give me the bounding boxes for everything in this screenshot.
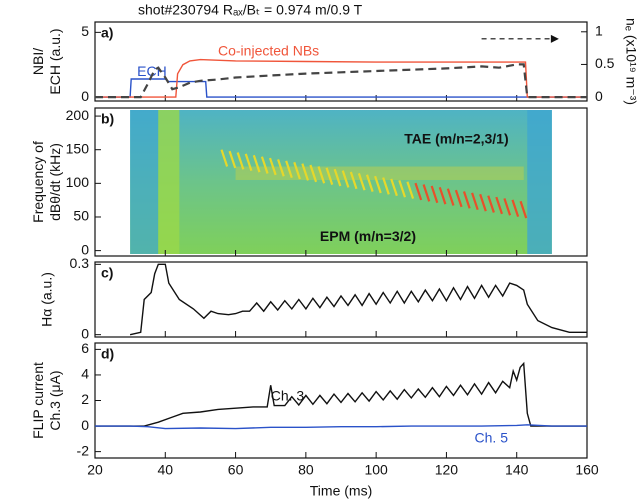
- spectrogram-edge: [130, 110, 159, 254]
- tae-band: [235, 166, 524, 180]
- mode-streak: [414, 182, 423, 201]
- x-axis-label: Time (ms): [310, 483, 372, 499]
- mode-streak: [430, 185, 439, 204]
- mode-streak: [277, 159, 285, 177]
- mode-streak: [479, 193, 487, 212]
- y-tick-label: 150: [66, 140, 90, 156]
- y-tick-label: -2: [77, 442, 90, 458]
- y-tick-label: 0: [81, 417, 89, 433]
- y-tick-label: 6: [81, 340, 89, 356]
- y-tick-label: 0: [81, 241, 89, 257]
- x-tick-label: 60: [228, 462, 244, 478]
- y-tick-label: 50: [73, 208, 89, 224]
- mode-streak: [471, 192, 479, 211]
- mode-streak: [382, 177, 390, 195]
- y-axis-label: dBθ/dt (kHz): [47, 143, 63, 221]
- mode-streak: [333, 168, 342, 187]
- y-tick-label: 100: [66, 174, 90, 190]
- y-tick-label: 0: [81, 325, 89, 341]
- mode-streak: [495, 196, 503, 215]
- y-axis-label: ECH (a.u.): [47, 28, 63, 94]
- mode-streak: [349, 171, 358, 190]
- series-line: [95, 424, 587, 430]
- y-tick-label: 5: [81, 23, 89, 39]
- mode-streak: [390, 178, 398, 197]
- mode-streak: [503, 198, 512, 216]
- panel-label: a): [101, 25, 113, 41]
- mode-streak: [365, 174, 374, 192]
- mode-streak: [519, 200, 528, 219]
- mode-streak: [374, 175, 382, 194]
- plot-frame: [94, 261, 588, 338]
- x-tick-label: 140: [505, 462, 529, 478]
- chart-title: shot#230794 Rₐₓ/Bₜ = 0.974 m/0.9 T: [138, 2, 363, 18]
- mode-streak: [406, 181, 415, 199]
- mode-streak: [260, 156, 269, 174]
- series-line: [129, 263, 587, 336]
- x-tick-label: 20: [87, 462, 103, 478]
- mode-streak: [462, 191, 471, 209]
- y-axis-label: Ch.3 (μA): [47, 370, 63, 430]
- mode-streak: [454, 189, 463, 208]
- x-tick-label: 100: [364, 462, 388, 478]
- series-label: ECH: [137, 63, 167, 79]
- y2-tick-label: 0: [595, 88, 603, 104]
- mode-streak: [341, 170, 350, 188]
- panel-label: d): [101, 346, 114, 362]
- mode-streak: [357, 173, 366, 191]
- annotation: TAE (m/n=2,3/1): [404, 130, 508, 146]
- mode-streak: [398, 179, 407, 198]
- plot-frame: [94, 107, 588, 257]
- mode-streak: [244, 153, 253, 172]
- series-line: [95, 58, 587, 98]
- series-label: Ch. 3: [271, 387, 305, 403]
- x-tick-label: 120: [435, 462, 459, 478]
- x-tick-label: 80: [298, 462, 314, 478]
- y-tick-label: 4: [81, 366, 89, 382]
- mode-streak: [317, 166, 326, 184]
- mode-streak: [293, 161, 301, 180]
- y2-tick-label: 0.5: [595, 55, 615, 71]
- series-line: [95, 361, 587, 427]
- y-axis-label: NBI/: [30, 48, 46, 75]
- mode-streak: [446, 188, 455, 206]
- mode-streak: [301, 163, 310, 181]
- mode-streak: [422, 184, 431, 202]
- spectrogram-edge: [527, 110, 552, 254]
- y-tick-label: 200: [66, 107, 90, 123]
- mode-streak: [309, 164, 318, 183]
- mode-streak: [285, 160, 293, 179]
- plot-frame: [94, 342, 588, 459]
- mode-streak: [220, 149, 229, 167]
- x-tick-label: 160: [575, 462, 599, 478]
- series-label: Co-injected NBs: [218, 42, 319, 58]
- y-axis-label: Frequency of: [30, 141, 46, 223]
- y2-axis-label: nₑ (x10¹⁹ m⁻³): [623, 18, 639, 105]
- mode-streak: [325, 167, 334, 185]
- mode-streak: [511, 199, 520, 218]
- mode-streak: [228, 150, 237, 169]
- spectrogram-background: [130, 110, 552, 254]
- panel-label: b): [101, 111, 114, 127]
- mode-streak: [438, 186, 447, 205]
- y-axis-label: FLIP current: [30, 362, 46, 439]
- spectrogram-burst: [158, 110, 180, 254]
- y2-tick-label: 1: [595, 22, 603, 38]
- annotation: EPM (m/n=3/2): [320, 228, 416, 244]
- mode-streak: [268, 157, 277, 176]
- mode-streak: [487, 195, 495, 213]
- x-tick-label: 40: [157, 462, 173, 478]
- y-tick-label: 0.3: [70, 255, 90, 271]
- mode-streak: [252, 154, 261, 173]
- mode-streak: [236, 152, 245, 170]
- series-label: Ch. 5: [475, 430, 509, 446]
- y-tick-label: 2: [81, 391, 89, 407]
- arrow-head: [550, 34, 559, 43]
- y-tick-label: 0: [81, 88, 89, 104]
- series-line: [95, 63, 587, 99]
- panel-label: c): [101, 265, 113, 281]
- plot-frame: [94, 21, 588, 102]
- y-axis-label: Hα (a.u.): [39, 272, 55, 327]
